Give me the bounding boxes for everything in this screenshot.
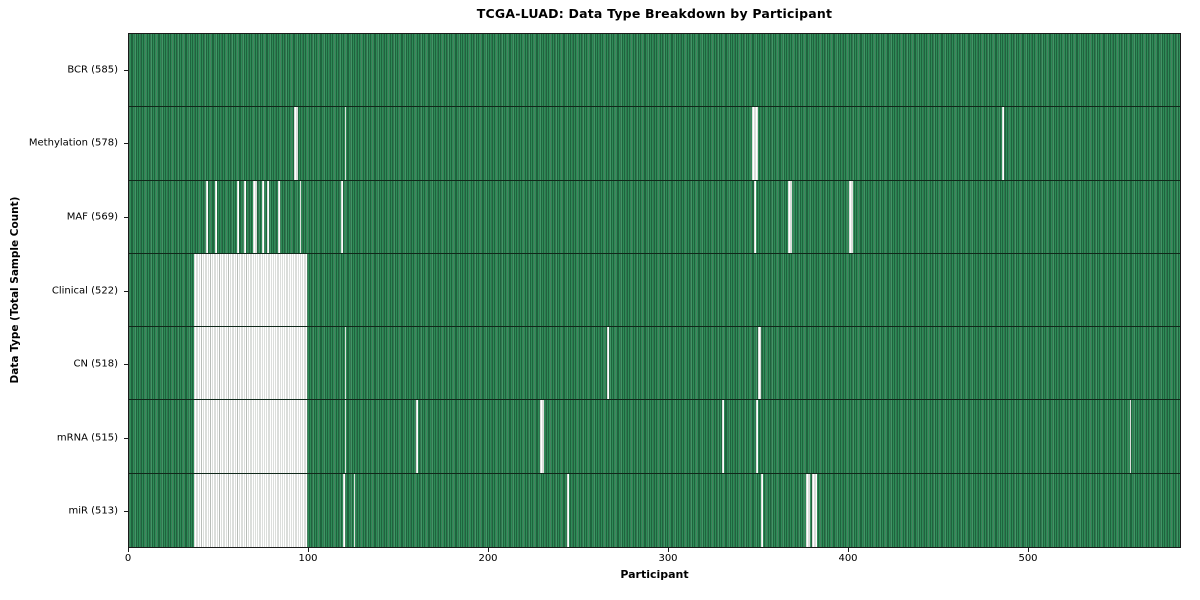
xtick-mark-0 (128, 548, 129, 552)
absent-stripe-mrna (1129, 400, 1132, 473)
absent-stripe-mir (567, 473, 570, 547)
absent-stripe-mir (193, 473, 307, 547)
absent-stripe-maf (849, 180, 853, 253)
absent-stripe-mir (806, 473, 810, 547)
xtick-label-0: 0 (124, 553, 132, 564)
absent-stripe-maf (215, 180, 218, 253)
ytick-mark-mrna (124, 437, 128, 439)
heatmap-row-mrna (129, 400, 1180, 474)
ytick-mark-methylation (124, 143, 128, 145)
absent-stripe-maf (299, 180, 302, 253)
heatmap-row-cn (129, 327, 1180, 401)
absent-stripe-cn (757, 327, 762, 400)
ytick-mark-clinical (124, 290, 128, 292)
absent-stripe-maf (340, 180, 343, 253)
heatmap-row-maf (129, 180, 1180, 254)
absent-stripe-cn (606, 327, 609, 400)
ytick-label-mir: miR (513) (68, 505, 118, 517)
xtick-mark-400 (848, 548, 849, 552)
ytick-mark-maf (124, 216, 128, 218)
absent-stripe-mir (353, 473, 356, 547)
ytick-label-mrna: mRNA (515) (56, 432, 118, 444)
x-axis-label: Participant (620, 568, 689, 581)
absent-stripe-mrna (344, 400, 347, 473)
absent-stripe-maf (206, 180, 209, 253)
absent-stripe-maf (267, 180, 270, 253)
heatmap-row-clinical (129, 253, 1180, 328)
chart-title: TCGA-LUAD: Data Type Breakdown by Partic… (476, 6, 833, 21)
xtick-label-200: 200 (478, 553, 498, 564)
absent-stripe-methylation (344, 107, 347, 180)
ytick-label-maf: MAF (569) (66, 211, 118, 223)
absent-stripe-clinical (193, 253, 307, 327)
ytick-label-cn: CN (518) (73, 358, 118, 370)
absent-stripe-maf (243, 180, 246, 253)
absent-stripe-mrna (540, 400, 544, 473)
absent-stripe-mrna (721, 400, 724, 473)
xtick-mark-100 (308, 548, 309, 552)
absent-stripe-methylation (752, 107, 758, 180)
absent-stripe-mrna (756, 400, 758, 473)
xtick-label-300: 300 (658, 553, 678, 564)
xtick-label-100: 100 (298, 553, 318, 564)
xtick-mark-300 (668, 548, 669, 552)
absent-stripe-methylation (1002, 107, 1004, 180)
xtick-label-500: 500 (1018, 553, 1038, 564)
absent-stripe-mir (811, 473, 818, 547)
absent-stripe-maf (278, 180, 280, 253)
absent-stripe-maf (788, 180, 792, 253)
absent-stripe-maf (252, 180, 257, 253)
absent-stripe-mrna (416, 400, 419, 473)
ytick-label-bcr: BCR (585) (67, 64, 118, 76)
ytick-mark-mir (124, 511, 128, 513)
xtick-label-400: 400 (838, 553, 858, 564)
xtick-mark-500 (1028, 548, 1029, 552)
absent-stripe-maf (261, 180, 264, 253)
absent-stripe-methylation (294, 107, 298, 180)
heatmap-row-bcr (129, 34, 1180, 108)
absent-stripe-cn (344, 327, 347, 400)
absent-stripe-mir (342, 473, 345, 547)
absent-stripe-mir (761, 473, 764, 547)
ytick-label-clinical: Clinical (522) (51, 285, 118, 296)
ytick-mark-cn (124, 364, 128, 366)
absent-stripe-mrna (193, 400, 307, 473)
heatmap-row-methylation (129, 107, 1180, 181)
absent-stripe-maf (754, 180, 756, 253)
plot-area: Present Absent (128, 33, 1181, 548)
absent-stripe-maf (236, 180, 239, 253)
absent-stripe-cn (193, 327, 307, 400)
xtick-mark-200 (488, 548, 489, 552)
heatmap-row-mir (129, 473, 1180, 547)
ytick-mark-bcr (124, 69, 128, 71)
ytick-label-methylation: Methylation (578) (28, 137, 118, 149)
